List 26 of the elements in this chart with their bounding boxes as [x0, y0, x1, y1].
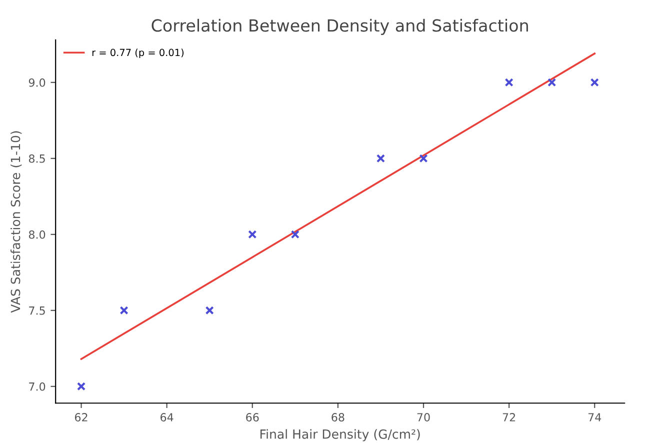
y-tick-label: 8.0: [28, 230, 46, 239]
x-tick-label: 64: [160, 413, 174, 422]
x-tick-label: 70: [417, 413, 430, 422]
y-tick-label: 8.5: [28, 154, 45, 163]
x-tick-label: 68: [332, 413, 344, 422]
point: [290, 230, 300, 239]
point: [205, 306, 214, 315]
point: [419, 154, 428, 163]
y-tick-label: 9.0: [28, 78, 46, 87]
x-tick-label: 66: [246, 413, 259, 422]
y-axis-title: VAS Satisfaction Score (1-10): [10, 131, 22, 313]
y-tick-label: 7.0: [29, 382, 46, 391]
legend-label: r = 0.77 (p = 0.01): [92, 48, 184, 58]
point: [590, 78, 599, 87]
point: [548, 78, 556, 87]
chart-title: Correlation Between Density and Satisfaction: [152, 18, 528, 36]
x-axis-title: Final Hair Density (G/cm²): [260, 429, 420, 442]
point: [248, 230, 257, 239]
point: [504, 78, 514, 87]
x-tick-label: 62: [74, 413, 88, 422]
x-tick-label: 74: [588, 413, 602, 422]
point: [376, 154, 386, 163]
x-tick-label: 72: [502, 413, 516, 422]
point: [120, 306, 128, 315]
point: [76, 382, 86, 391]
y-tick-label: 7.5: [29, 306, 45, 315]
